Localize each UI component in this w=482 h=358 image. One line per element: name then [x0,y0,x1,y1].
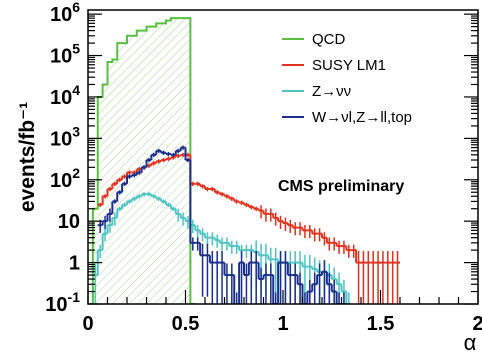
qcd-outline [88,17,196,304]
legend-entry: W→νl,Z→ll,top [282,109,412,126]
y-axis-title: events/fb⁻¹ [16,102,39,212]
x-tick-label: 2 [472,313,482,335]
qcd-fill [88,18,196,304]
legend-label: W→νl,Z→ll,top [312,109,412,126]
x-tick-label: 1.5 [367,313,395,335]
series-susy-lm1 [97,152,400,304]
y-tick-label: 103 [50,123,80,150]
y-tick-label: 10 [58,211,80,233]
y-tick-label: 104 [50,82,80,109]
y-tick-label: 1 [69,253,80,275]
x-tick-label: 1 [277,313,288,335]
axis-ticks [87,13,479,305]
plot-area [88,17,400,304]
legend-entry: QCD [282,31,346,48]
series-qcd [88,17,196,304]
y-tick-label: 105 [50,41,80,68]
series-w-l-z-ll-top [97,145,347,304]
cms-preliminary-annotation: CMS preliminary [278,178,404,195]
legend-entry: SUSY LM1 [282,57,386,74]
y-tick-labels: 10-1 1 10 102 103 104 105 106 [45,0,80,316]
y-tick-label: 106 [50,0,80,26]
x-tick-label: 0 [82,313,93,335]
x-tick-labels: 0 0.5 1 1.5 2 [82,313,482,335]
legend-entry: Z→νν [282,83,351,100]
x-axis-title: α [464,330,477,355]
x-tick-label: 0.5 [172,313,200,335]
y-tick-label: 10-1 [45,289,80,316]
legend: QCD SUSY LM1 Z→νν W→νl,Z→ll,top [282,31,412,126]
y-tick-label: 102 [50,165,80,192]
legend-label: SUSY LM1 [312,57,386,74]
legend-label: Z→νν [312,83,351,100]
legend-label: QCD [312,31,346,48]
